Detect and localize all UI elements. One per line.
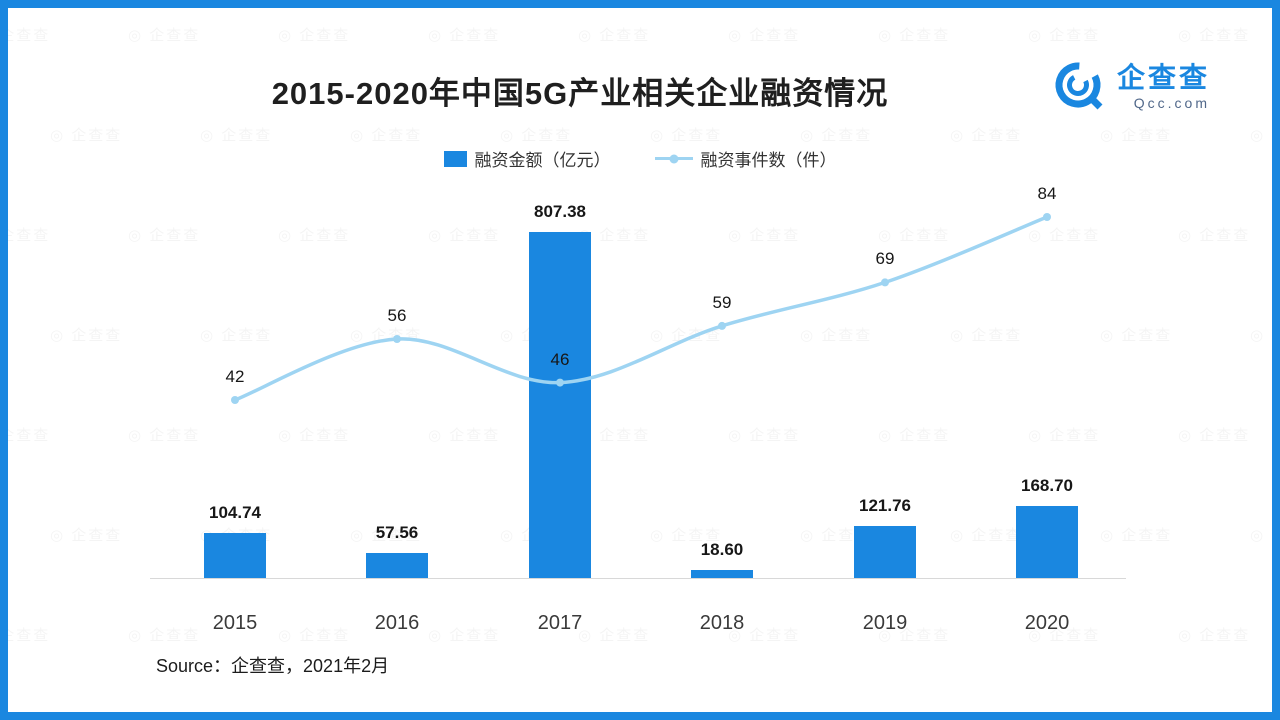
watermark: ◎ 企查查: [728, 427, 801, 444]
watermark: ◎ 企查查: [800, 527, 873, 544]
watermark: ◎ 企查查: [278, 27, 351, 44]
line-value-label-2016: 56: [387, 306, 407, 325]
bar-2018: [691, 570, 753, 578]
bar-value-label-2017: 807.38: [534, 202, 586, 221]
bar-2015: [204, 533, 266, 578]
watermark: ◎ 企查查: [128, 27, 201, 44]
plot-area: 104.74 2015 57.56 2016 807.38 2017 18.60 2018 12…: [8, 8, 1272, 712]
legend-bar-label: 融资金额（亿元）: [474, 151, 611, 170]
watermark: ◎ 企查查: [1100, 527, 1173, 544]
bar-2019: [854, 525, 916, 578]
watermark: ◎ 企查查: [350, 527, 423, 544]
watermark: ◎ 企查查: [200, 127, 273, 144]
qcc-logo: 企查查 Qcc.com: [1050, 58, 1210, 116]
logo-name: 企查查: [1116, 61, 1210, 93]
x-tick-2015: 2015: [212, 612, 258, 634]
logo-text: 企查查 Qcc.com: [1116, 61, 1210, 112]
legend-item-bar: 融资金额（亿元）: [443, 146, 611, 171]
watermark: ◎ 企查查: [878, 27, 951, 44]
bar-value-label-2018: 18.60: [700, 540, 744, 560]
watermark: ◎ 企查查: [878, 627, 951, 644]
watermark: ◎ 企查查: [128, 627, 201, 644]
legend-bar-swatch: [443, 150, 467, 167]
watermark: ◎ 企查查: [1250, 327, 1272, 344]
watermark: ◎ 企查查: [1028, 27, 1101, 44]
watermark: ◎ 企查查: [1178, 27, 1251, 44]
bar-value-label-2016: 57.56: [375, 523, 419, 543]
watermark: ◎ 企查查: [1178, 427, 1251, 444]
bar-2020: [1016, 505, 1078, 578]
x-tick-2018: 2018: [699, 612, 745, 634]
source-note: Source：企查查，2021年2月: [156, 656, 390, 676]
watermark: ◎ 企查查: [1028, 427, 1101, 444]
watermark: ◎ 企查查: [1178, 627, 1251, 644]
legend-item-line: 融资事件数（件）: [654, 146, 837, 171]
watermark: ◎ 企查查: [128, 427, 201, 444]
watermark: ◎ 企查查: [128, 227, 201, 244]
legend-line-dot: [669, 154, 678, 163]
watermark: ◎ 企查查: [428, 627, 501, 644]
qcc-logo-icon: [1055, 62, 1103, 110]
chart-title: 2015-2020年中国5G产业相关企业融资情况: [271, 76, 889, 111]
x-tick-2016: 2016: [374, 612, 420, 634]
line-value-label-2017: 46: [550, 349, 570, 369]
watermark: ◎ 企查查: [278, 427, 351, 444]
watermark: ◎ 企查查: [1100, 327, 1173, 344]
watermark: ◎ 企查查: [878, 427, 951, 444]
bar-value-label-2019: 121.76: [859, 495, 911, 515]
watermark: ◎ 企查查: [0, 227, 51, 244]
legend-line-swatch: [654, 154, 693, 163]
bar-value-label-2020: 168.70: [1021, 475, 1073, 495]
watermark: ◎ 企查查: [578, 27, 651, 44]
bar-2017: [529, 232, 591, 578]
x-axis-line: [150, 578, 1126, 579]
line-value-label-2019: 69: [875, 249, 895, 269]
watermark: ◎ 企查查: [578, 627, 651, 644]
watermark: ◎ 企查查: [0, 27, 51, 44]
line-value-label-2015: 42: [225, 367, 245, 386]
watermark: ◎ 企查查: [578, 427, 651, 444]
legend-line-label: 融资事件数（件）: [700, 151, 837, 170]
watermark: ◎ 企查查: [50, 127, 123, 144]
watermark: ◎ 企查查: [50, 327, 123, 344]
x-tick-2019: 2019: [862, 612, 908, 634]
watermark: ◎ 企查查: [1250, 527, 1272, 544]
bar-value-label-2015: 104.74: [209, 503, 261, 523]
watermark: ◎ 企查查: [1028, 627, 1101, 644]
watermark: ◎ 企查查: [350, 127, 423, 144]
bar-2016: [366, 553, 428, 578]
watermark: ◎ 企查查: [800, 127, 873, 144]
watermark: ◎ 企查查: [650, 127, 723, 144]
watermark: ◎ 企查查: [428, 27, 501, 44]
line-value-label-2020: 84: [1037, 184, 1057, 203]
line-value-label-2018: 59: [712, 292, 732, 312]
watermark: ◎ 企查查: [500, 127, 573, 144]
watermark: ◎ 企查查: [1178, 227, 1251, 244]
watermark: ◎ 企查查: [0, 427, 51, 444]
chart-legend: 融资金额（亿元） 融资事件数（件）: [8, 146, 1272, 171]
watermark: ◎ 企查查: [950, 127, 1023, 144]
x-tick-2020: 2020: [1024, 612, 1070, 634]
x-tick-2017: 2017: [537, 612, 583, 634]
watermark: ◎ 企查查: [728, 27, 801, 44]
watermark: ◎ 企查查: [0, 627, 51, 644]
watermark: ◎ 企查查: [50, 527, 123, 544]
watermark: ◎ 企查查: [950, 527, 1023, 544]
watermark: ◎ 企查查: [1250, 127, 1272, 144]
logo-domain: Qcc.com: [1133, 95, 1210, 112]
watermark: ◎ 企查查: [428, 427, 501, 444]
watermark: ◎ 企查查: [278, 627, 351, 644]
watermark: ◎ 企查查: [650, 527, 723, 544]
watermark: ◎ 企查查: [1100, 127, 1173, 144]
watermark: ◎ 企查查: [728, 627, 801, 644]
